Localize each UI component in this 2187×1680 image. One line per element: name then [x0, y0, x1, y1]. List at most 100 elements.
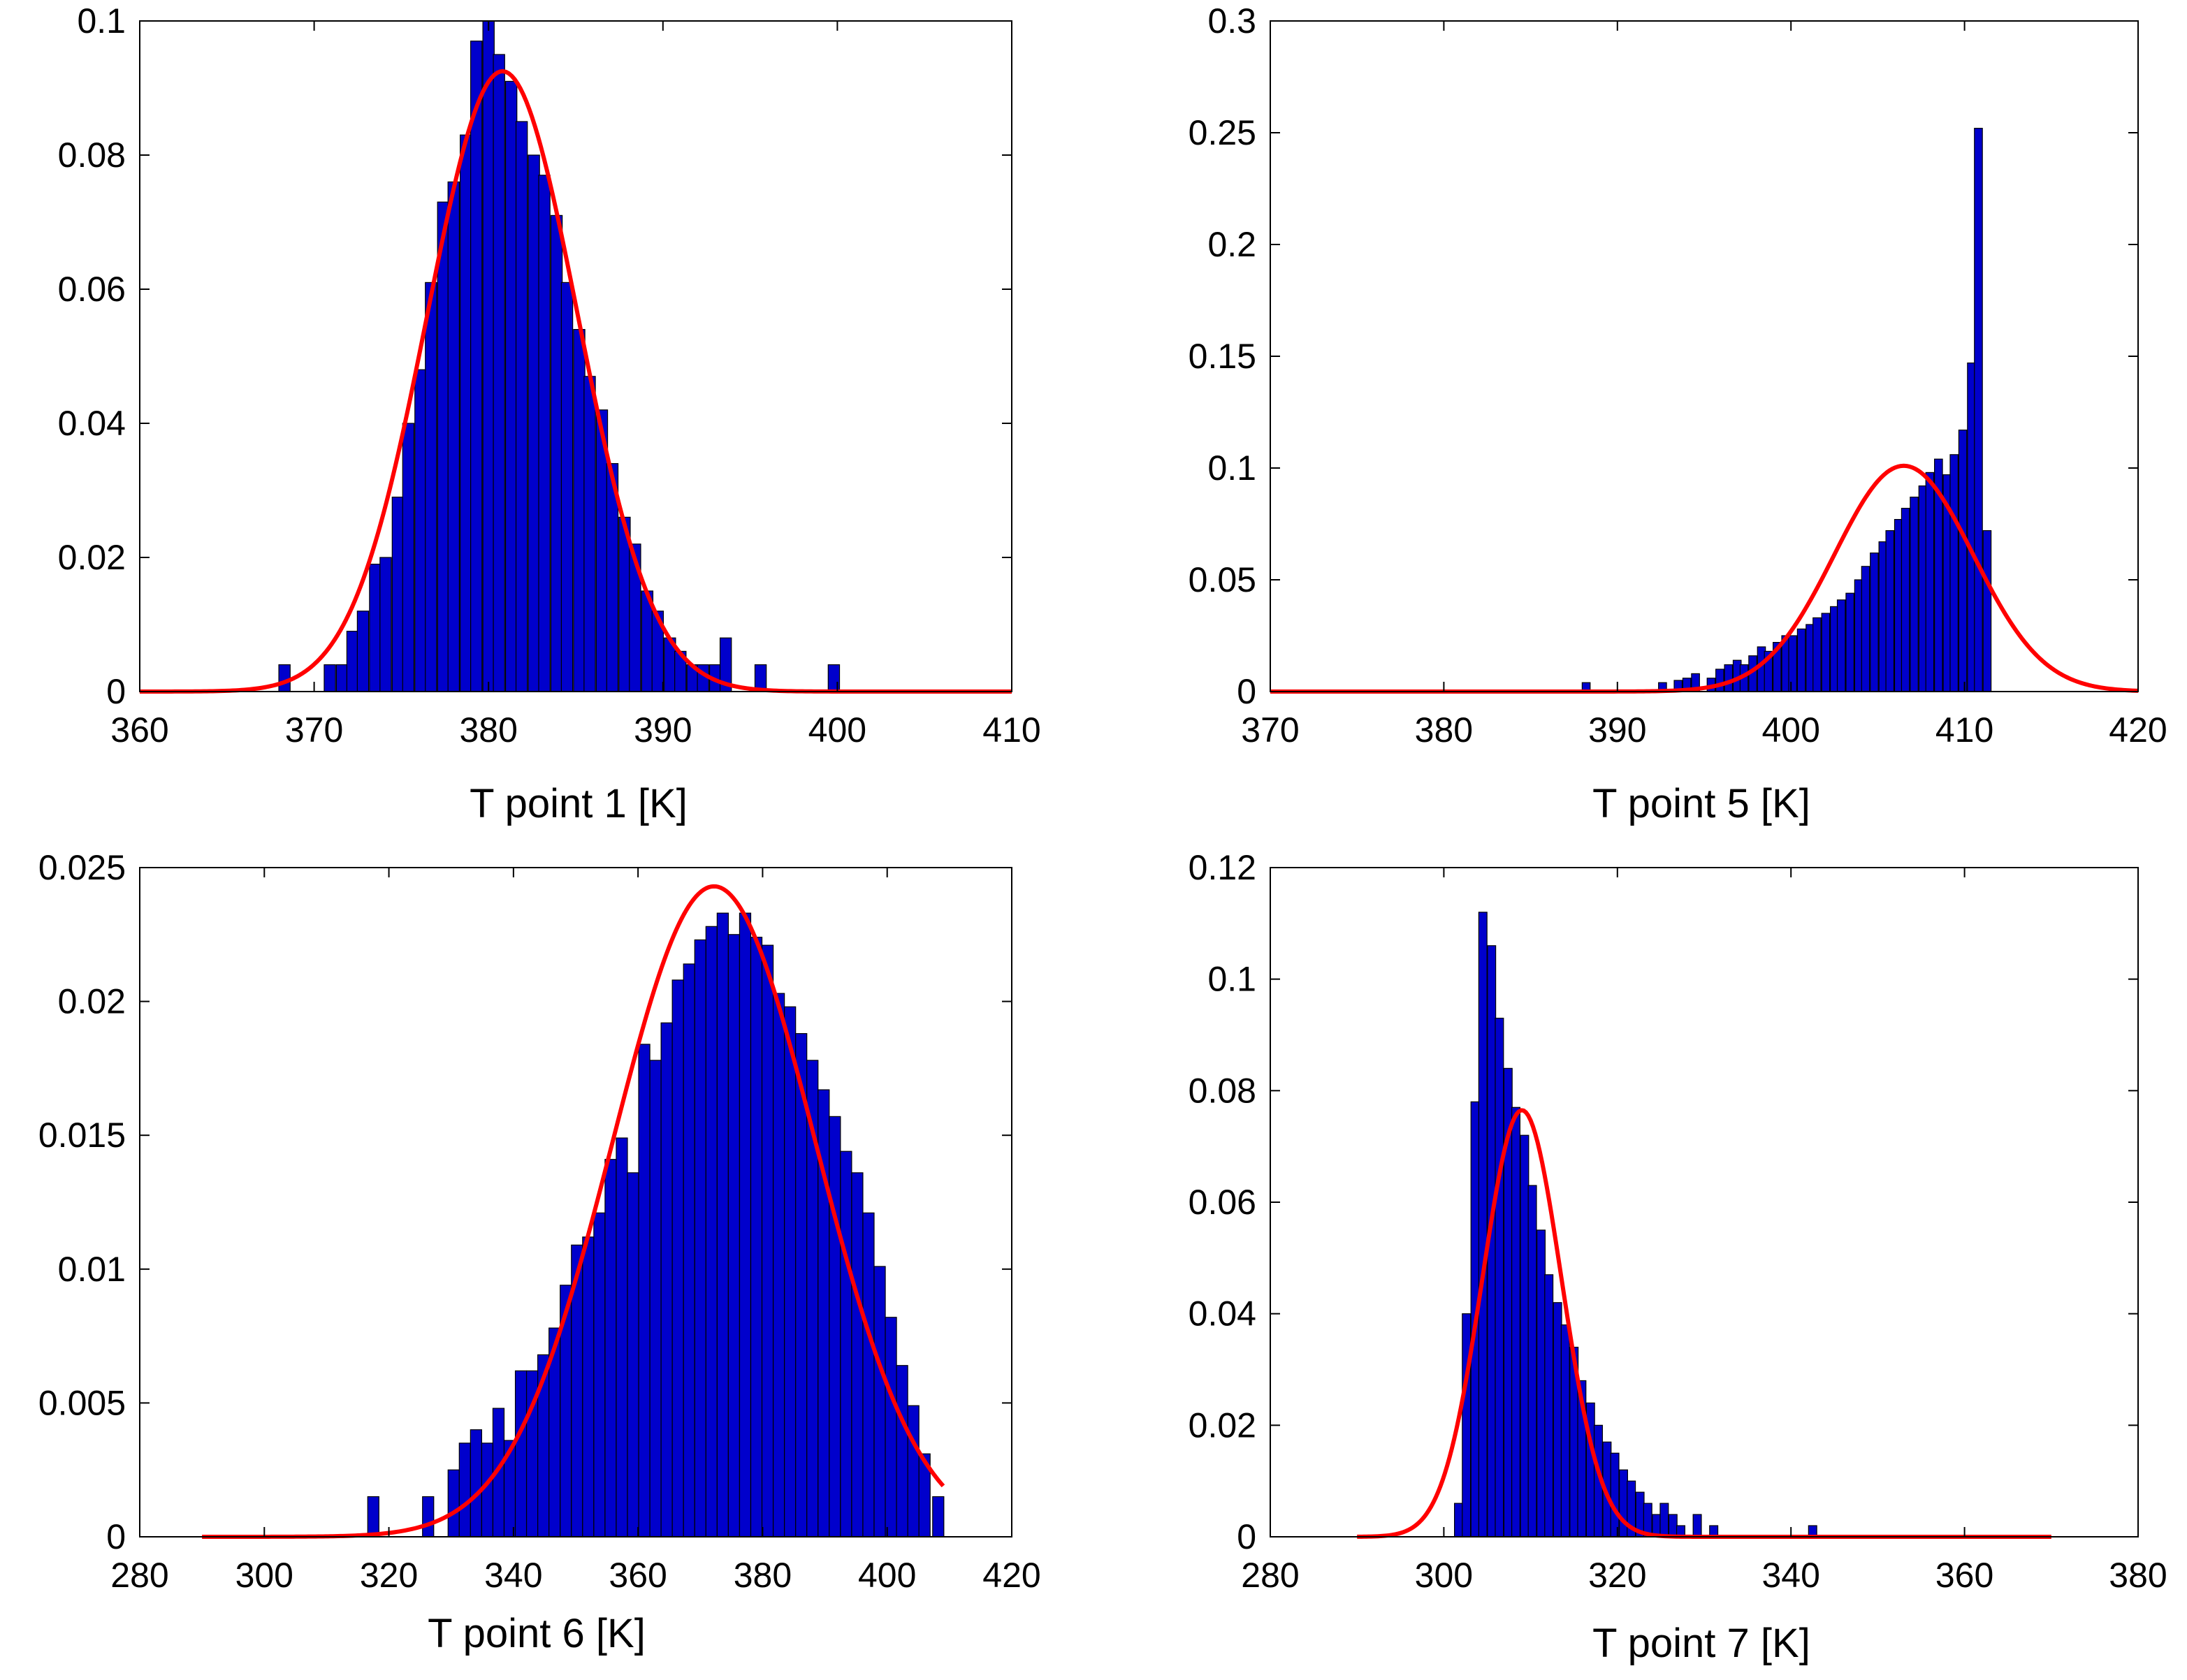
y-tick-label: 0 [106, 672, 126, 711]
histogram-bar [482, 20, 495, 692]
x-ticks: 280 300 320 340 360 380 400 420 [110, 868, 1041, 1595]
histogram-bar [1553, 1302, 1562, 1537]
axes-frame [139, 867, 1012, 1537]
x-tick-label: 400 [858, 1556, 916, 1595]
y-tick-label: 0.06 [1189, 1183, 1256, 1222]
y-tick-label: 0.1 [77, 1, 126, 41]
x-tick-label: 360 [1935, 1556, 1993, 1595]
x-tick-label: 390 [634, 710, 692, 750]
histogram-bar [367, 1496, 379, 1537]
histogram-bar [1536, 1229, 1546, 1537]
histogram-bar [750, 937, 763, 1537]
histogram-bar [727, 934, 741, 1537]
x-tick-label: 420 [2109, 710, 2167, 750]
histogram-bar [1974, 128, 1983, 692]
histogram-bar [504, 80, 518, 692]
histogram-bar [470, 1429, 482, 1537]
histogram-bar [716, 912, 729, 1537]
y-tick-label: 0.015 [38, 1116, 126, 1155]
y-tick-label: 0.02 [58, 982, 126, 1021]
histogram-bar [1454, 1503, 1464, 1537]
x-tick-label: 360 [110, 710, 168, 750]
histogram-bar [1544, 1274, 1554, 1537]
histogram-bar [1845, 592, 1854, 692]
histogram-bar [1796, 628, 1806, 692]
x-tick-label: 280 [1241, 1556, 1299, 1595]
histogram-bar [739, 912, 752, 1537]
histogram-t-point-1: 360 370 380 390 400 410 0 0.02 0.04 0.06 0.08 0.1 T … [58, 1, 1041, 826]
histogram-bar [604, 1159, 617, 1537]
histogram-bar [1692, 1514, 1702, 1537]
histogram-bar [638, 1044, 651, 1537]
histogram-bar [1462, 1313, 1472, 1537]
histogram-bar [873, 1266, 886, 1537]
histogram-bar [671, 979, 684, 1537]
y-ticks: 0 0.02 0.04 0.06 0.08 0.1 0.12 [1189, 848, 2138, 1556]
y-tick-label: 0.2 [1207, 225, 1256, 264]
histogram-bar [582, 1236, 595, 1537]
histogram-bar [694, 939, 706, 1537]
histogram-bar [493, 54, 505, 692]
histogram-bar [1560, 1324, 1570, 1537]
x-ticks: 360 370 380 390 400 410 [110, 21, 1041, 750]
y-ticks: 0 0.02 0.04 0.06 0.08 0.1 [58, 1, 1012, 711]
histogram-bar [1610, 1452, 1620, 1537]
histogram-bar [1495, 1017, 1504, 1537]
y-tick-label: 0.05 [1189, 560, 1256, 599]
histogram-bar [1910, 496, 1919, 692]
histogram-bar [356, 611, 370, 692]
histogram-bar [705, 926, 718, 1537]
x-tick-label: 300 [235, 1556, 293, 1595]
histogram-bar [402, 423, 415, 692]
y-tick-label: 0.08 [1189, 1071, 1256, 1110]
histogram-bar [458, 1442, 471, 1537]
histogram-bar [761, 944, 774, 1537]
histogram-bar [1836, 599, 1846, 692]
x-ticks: 280 300 320 340 360 380 [1241, 868, 2167, 1595]
histogram-bar [840, 1151, 852, 1537]
y-tick-label: 0.02 [58, 538, 126, 577]
histogram-bar [649, 1060, 662, 1537]
x-tick-label: 320 [1588, 1556, 1646, 1595]
histogram-bar [324, 664, 336, 692]
axes-frame [139, 20, 1012, 692]
histogram-bar [1982, 529, 1992, 692]
histogram-bar [414, 369, 427, 692]
histogram-bar [460, 134, 472, 692]
histogram-bar [851, 1172, 864, 1537]
histogram-bar [772, 993, 785, 1537]
x-tick-label: 400 [1761, 710, 1819, 750]
x-tick-label: 380 [734, 1556, 792, 1595]
x-tick-label: 340 [484, 1556, 542, 1595]
histogram-bar [528, 154, 540, 692]
y-tick-label: 0.01 [58, 1250, 126, 1289]
x-axis-label: T point 6 [K] [428, 1611, 646, 1656]
histogram-bar [1949, 454, 1959, 692]
histogram-bar [447, 181, 460, 692]
histogram-bars [278, 20, 841, 692]
histogram-bar [1668, 1514, 1678, 1537]
plot-area [1270, 21, 2138, 692]
histogram-bar [538, 175, 551, 692]
histogram-bar [278, 664, 291, 692]
histogram-bar [346, 630, 359, 692]
histogram-bar [1511, 1106, 1520, 1537]
histogram-bar [616, 1137, 628, 1537]
y-ticks: 0 0.005 0.01 0.015 0.02 0.025 [38, 848, 1012, 1556]
y-tick-label: 0.005 [38, 1383, 126, 1422]
histogram-bars [1454, 912, 1817, 1537]
y-tick-label: 0.12 [1189, 848, 1256, 887]
histogram-bar [1478, 912, 1488, 1537]
histogram-bar [1901, 507, 1910, 692]
histogram-bar [1861, 566, 1870, 692]
x-tick-label: 280 [110, 1556, 168, 1595]
histogram-bar [1885, 529, 1895, 692]
histogram-bars [367, 912, 945, 1537]
x-tick-label: 420 [982, 1556, 1040, 1595]
histogram-bar [470, 41, 483, 692]
histogram-bar [583, 376, 596, 692]
y-tick-label: 0.15 [1189, 337, 1256, 376]
histogram-bar [593, 1212, 606, 1537]
histogram-bar [1870, 552, 1879, 692]
